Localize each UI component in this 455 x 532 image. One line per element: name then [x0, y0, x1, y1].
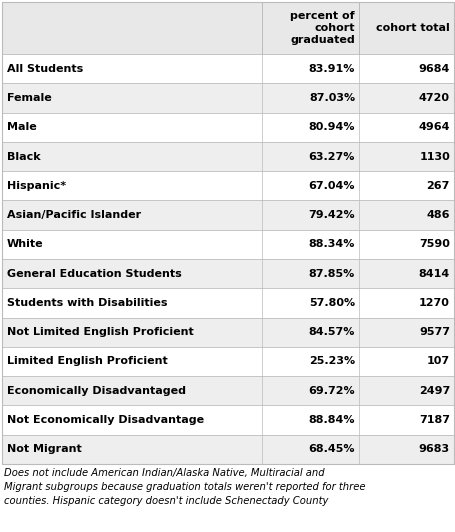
Text: Male: Male [7, 122, 37, 132]
Bar [2, 288, 453, 318]
Bar [2, 318, 453, 347]
Text: 84.57%: 84.57% [308, 327, 354, 337]
Text: 83.91%: 83.91% [308, 64, 354, 73]
Text: Not Economically Disadvantage: Not Economically Disadvantage [7, 415, 204, 425]
Text: 88.84%: 88.84% [308, 415, 354, 425]
Bar [2, 171, 453, 201]
Bar [2, 347, 453, 376]
Text: Students with Disabilities: Students with Disabilities [7, 298, 167, 308]
Text: Asian/Pacific Islander: Asian/Pacific Islander [7, 210, 141, 220]
Text: Not Migrant: Not Migrant [7, 444, 81, 454]
Text: 69.72%: 69.72% [308, 386, 354, 396]
Text: 4720: 4720 [418, 93, 449, 103]
Bar [2, 230, 453, 259]
Text: percent of
cohort
graduated: percent of cohort graduated [290, 11, 354, 45]
Text: 57.80%: 57.80% [308, 298, 354, 308]
Bar [2, 259, 453, 288]
Bar [2, 54, 453, 84]
Text: Limited English Proficient: Limited English Proficient [7, 356, 167, 367]
Text: 63.27%: 63.27% [308, 152, 354, 162]
Text: 9577: 9577 [418, 327, 449, 337]
Text: 2497: 2497 [418, 386, 449, 396]
Text: 1130: 1130 [418, 152, 449, 162]
Text: 7187: 7187 [418, 415, 449, 425]
Text: 88.34%: 88.34% [308, 239, 354, 250]
Text: cohort total: cohort total [375, 23, 449, 33]
Bar [2, 435, 453, 464]
Text: 7590: 7590 [418, 239, 449, 250]
Text: Economically Disadvantaged: Economically Disadvantaged [7, 386, 186, 396]
Bar [2, 2, 453, 464]
Text: All Students: All Students [7, 64, 83, 73]
Text: 68.45%: 68.45% [308, 444, 354, 454]
Bar [2, 2, 453, 54]
Text: 1270: 1270 [418, 298, 449, 308]
Text: 67.04%: 67.04% [308, 181, 354, 191]
Bar [2, 113, 453, 142]
Bar [2, 201, 453, 230]
Text: 9683: 9683 [418, 444, 449, 454]
Text: 79.42%: 79.42% [308, 210, 354, 220]
Text: Black: Black [7, 152, 40, 162]
Text: 267: 267 [426, 181, 449, 191]
Text: 25.23%: 25.23% [308, 356, 354, 367]
Text: 107: 107 [426, 356, 449, 367]
Text: 9684: 9684 [418, 64, 449, 73]
Text: 80.94%: 80.94% [308, 122, 354, 132]
Text: 87.03%: 87.03% [308, 93, 354, 103]
Text: White: White [7, 239, 44, 250]
Text: Hispanic*: Hispanic* [7, 181, 66, 191]
Text: 87.85%: 87.85% [308, 269, 354, 279]
Bar [2, 405, 453, 435]
Text: Does not include American Indian/Alaska Native, Multiracial and
Migrant subgroup: Does not include American Indian/Alaska … [4, 468, 365, 506]
Bar [2, 142, 453, 171]
Text: Not Limited English Proficient: Not Limited English Proficient [7, 327, 193, 337]
Bar [2, 84, 453, 113]
Text: General Education Students: General Education Students [7, 269, 182, 279]
Text: 8414: 8414 [418, 269, 449, 279]
Text: 486: 486 [425, 210, 449, 220]
Text: 4964: 4964 [418, 122, 449, 132]
Text: Female: Female [7, 93, 51, 103]
Bar [2, 376, 453, 405]
